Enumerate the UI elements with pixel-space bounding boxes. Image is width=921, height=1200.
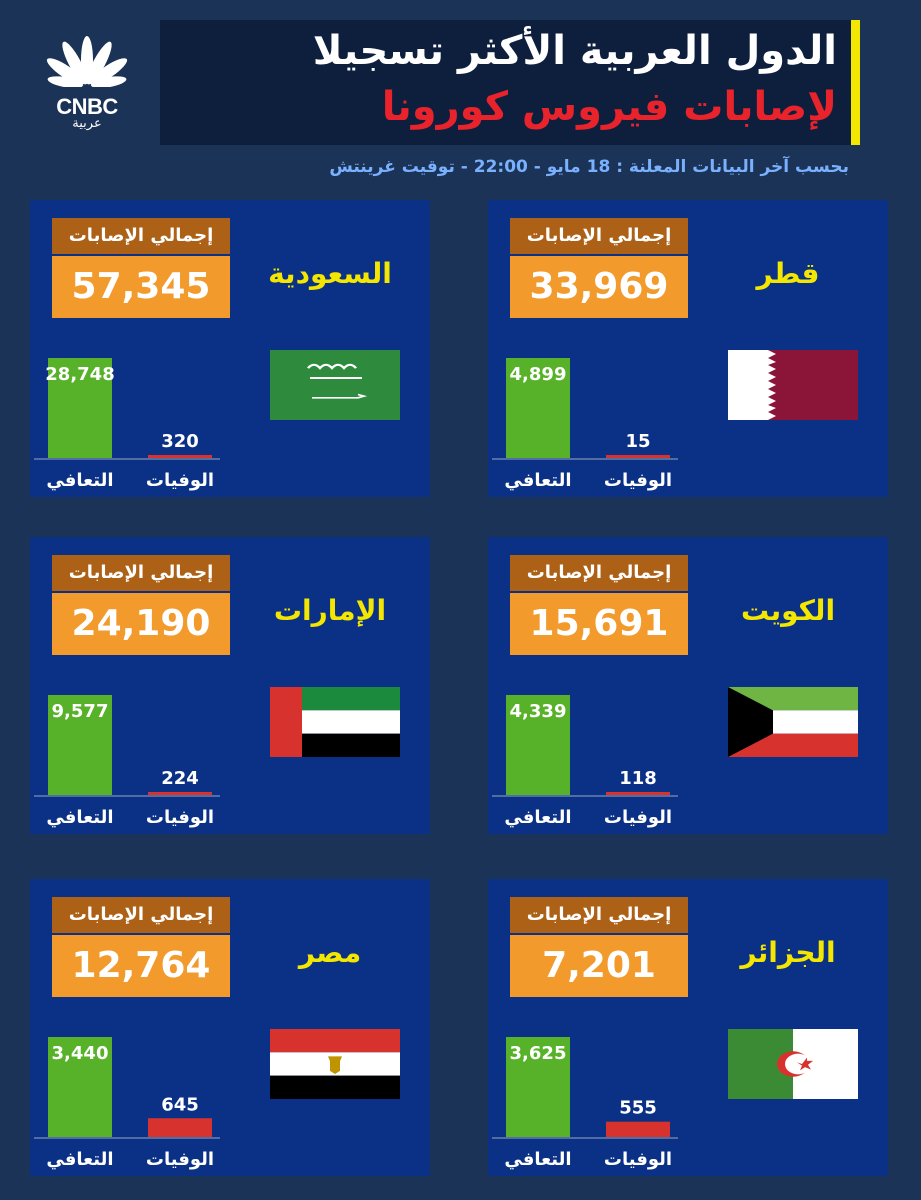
total-cases-value: 12,764	[52, 935, 230, 997]
total-cases-value: 57,345	[52, 256, 230, 318]
recovered-value-label: 3,625	[510, 1043, 567, 1064]
panel-qatar: إجمالي الإصابات 33,969 قطر 4,899 التعافي 1…	[488, 200, 888, 497]
total-cases-label: إجمالي الإصابات	[52, 218, 230, 254]
recovered-category-label: التعافي	[46, 1149, 113, 1170]
panel-kuwait: إجمالي الإصابات 15,691 الكويت 4,339 التعا…	[488, 537, 888, 834]
qatar-flag	[728, 350, 858, 420]
recovered-category-label: التعافي	[46, 470, 113, 491]
recovered-value-label: 4,339	[510, 701, 567, 722]
total-cases-label: إجمالي الإصابات	[52, 555, 230, 591]
title-banner: الدول العربية الأكثر تسجيلا لإصابات فيرو…	[160, 20, 860, 145]
peacock-icon	[32, 36, 142, 100]
recovered-value-label: 28,748	[45, 364, 114, 385]
country-name: قطر	[756, 257, 820, 290]
bar-chart: 4,339 التعافي 118 الوفيات	[492, 695, 678, 828]
country-name: الكويت	[740, 594, 836, 627]
recovered-bar	[48, 695, 112, 795]
recovered-category-label: التعافي	[504, 1149, 571, 1170]
subtitle: بحسب آخر البيانات المعلنة : 18 مايو - 22…	[329, 157, 849, 177]
deaths-value-label: 224	[161, 768, 199, 789]
total-cases-value: 7,201	[510, 935, 688, 997]
deaths-value-label: 118	[619, 768, 657, 789]
panel-egypt: إجمالي الإصابات 12,764 مصر 3,440 التعافي 6…	[30, 879, 430, 1176]
country-name: السعودية	[268, 257, 392, 290]
bar-chart: 3,625 التعافي 555 الوفيات	[492, 1037, 678, 1170]
country-name: الجزائر	[740, 936, 836, 969]
deaths-category-label: الوفيات	[604, 807, 672, 828]
panel-algeria: إجمالي الإصابات 7,201 الجزائر 3,625 التعا…	[488, 879, 888, 1176]
deaths-value-label: 15	[625, 431, 650, 452]
recovered-category-label: التعافي	[504, 807, 571, 828]
total-cases-label: إجمالي الإصابات	[510, 555, 688, 591]
kuwait-flag	[728, 687, 858, 757]
deaths-category-label: الوفيات	[146, 1149, 214, 1170]
recovered-value-label: 4,899	[510, 364, 567, 385]
deaths-category-label: الوفيات	[604, 470, 672, 491]
deaths-bar	[148, 1118, 212, 1137]
bar-chart: 28,748 التعافي 320 الوفيات	[34, 358, 220, 491]
recovered-bar	[506, 695, 570, 795]
algeria-flag	[728, 1029, 858, 1099]
recovered-category-label: التعافي	[504, 470, 571, 491]
uae-flag	[270, 687, 400, 757]
title-line-1: الدول العربية الأكثر تسجيلا	[312, 28, 837, 74]
total-cases-value: 33,969	[510, 256, 688, 318]
deaths-value-label: 555	[619, 1098, 657, 1119]
logo-arabic: عربية	[72, 116, 102, 131]
recovered-bar	[506, 1037, 570, 1137]
deaths-bar	[148, 792, 212, 795]
total-cases-label: إجمالي الإصابات	[52, 897, 230, 933]
deaths-value-label: 645	[161, 1094, 199, 1115]
recovered-bar	[48, 358, 112, 458]
saudi-flag	[270, 350, 400, 420]
title-line-2: لإصابات فيروس كورونا	[381, 84, 837, 130]
recovered-bar	[506, 358, 570, 458]
panel-saudi: إجمالي الإصابات 57,345 السعودية 28,748 ال…	[30, 200, 430, 497]
deaths-bar	[606, 1121, 670, 1137]
recovered-category-label: التعافي	[46, 807, 113, 828]
bar-chart: 9,577 التعافي 224 الوفيات	[34, 695, 220, 828]
deaths-bar	[148, 455, 212, 458]
total-cases-label: إجمالي الإصابات	[510, 218, 688, 254]
recovered-bar	[48, 1037, 112, 1137]
total-cases-label: إجمالي الإصابات	[510, 897, 688, 933]
deaths-bar	[606, 792, 670, 795]
recovered-value-label: 3,440	[52, 1043, 109, 1064]
bar-chart: 4,899 التعافي 15 الوفيات	[492, 358, 678, 491]
total-cases-value: 24,190	[52, 593, 230, 655]
deaths-bar	[606, 455, 670, 458]
country-name: الإمارات	[273, 594, 387, 627]
deaths-value-label: 320	[161, 431, 199, 452]
logo-wordmark: CNBC	[56, 94, 118, 119]
deaths-category-label: الوفيات	[604, 1149, 672, 1170]
total-cases-value: 15,691	[510, 593, 688, 655]
panel-uae: إجمالي الإصابات 24,190 الإمارات 9,577 الت…	[30, 537, 430, 834]
recovered-value-label: 9,577	[52, 701, 109, 722]
deaths-category-label: الوفيات	[146, 807, 214, 828]
cnbc-logo: CNBC عربية	[32, 30, 142, 131]
bar-chart: 3,440 التعافي 645 الوفيات	[34, 1037, 220, 1170]
egypt-flag	[270, 1029, 400, 1099]
deaths-category-label: الوفيات	[146, 470, 214, 491]
country-name: مصر	[298, 936, 362, 969]
